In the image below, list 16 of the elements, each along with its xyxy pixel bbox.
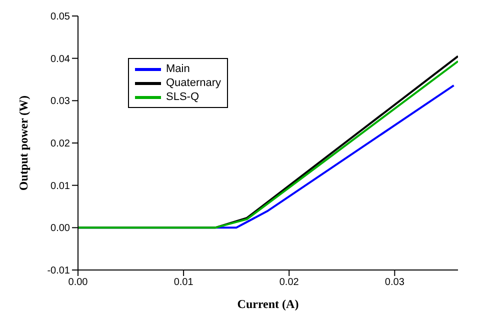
legend-label: Main <box>166 62 190 76</box>
x-tick-label: 0.02 <box>279 277 300 288</box>
y-tick-label: 0.04 <box>50 54 70 65</box>
y-tick-label: 0.01 <box>50 180 70 192</box>
y-axis-title: Output power (W) <box>16 95 30 191</box>
x-tick-label: 0.00 <box>68 277 88 288</box>
x-tick-label: 0.01 <box>174 277 194 288</box>
y-tick-label: 0.02 <box>50 138 70 150</box>
legend-label: Quaternary <box>166 76 222 90</box>
x-axis-title: Current (A) <box>237 297 299 311</box>
y-tick-label: 0.05 <box>50 12 70 23</box>
y-tick-label: 0.03 <box>50 96 70 108</box>
x-tick-label: 0.03 <box>384 277 405 288</box>
y-tick-label: -0.01 <box>47 266 70 277</box>
legend-label: SLS-Q <box>166 90 200 104</box>
y-tick-label: 0.00 <box>50 223 70 234</box>
